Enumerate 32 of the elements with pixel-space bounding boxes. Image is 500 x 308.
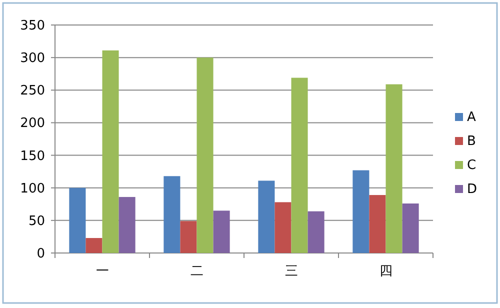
y-tick-label: 300 xyxy=(20,51,45,66)
legend-label: B xyxy=(467,134,476,149)
y-tick-label: 50 xyxy=(28,214,45,229)
x-tick-label: 四 xyxy=(379,264,392,279)
y-tick-label: 250 xyxy=(20,84,45,99)
bar xyxy=(69,188,86,253)
bar xyxy=(118,196,136,253)
bar xyxy=(291,78,308,253)
bar xyxy=(213,210,230,253)
legend-label: A xyxy=(467,110,476,125)
bar xyxy=(369,195,386,253)
bar xyxy=(308,211,324,253)
y-tick-label: 150 xyxy=(20,148,45,164)
bar xyxy=(86,238,102,253)
y-tick-label: 100 xyxy=(20,181,45,196)
y-tick-label: 350 xyxy=(20,18,45,34)
y-tick-label: 200 xyxy=(20,116,45,132)
bar xyxy=(402,203,419,253)
bar xyxy=(258,180,275,253)
bar xyxy=(274,202,292,253)
legend-label: C xyxy=(467,158,476,173)
bar xyxy=(164,176,180,253)
bar xyxy=(102,50,119,253)
x-tick-label: 二 xyxy=(190,264,204,279)
bar xyxy=(386,84,402,253)
y-tick-label: 0 xyxy=(36,246,45,262)
x-tick-label: 三 xyxy=(284,264,298,279)
bar xyxy=(352,170,370,253)
x-tick-label: 一 xyxy=(96,264,109,279)
legend-label: D xyxy=(467,182,478,197)
bar xyxy=(196,58,214,253)
bar xyxy=(180,221,197,253)
